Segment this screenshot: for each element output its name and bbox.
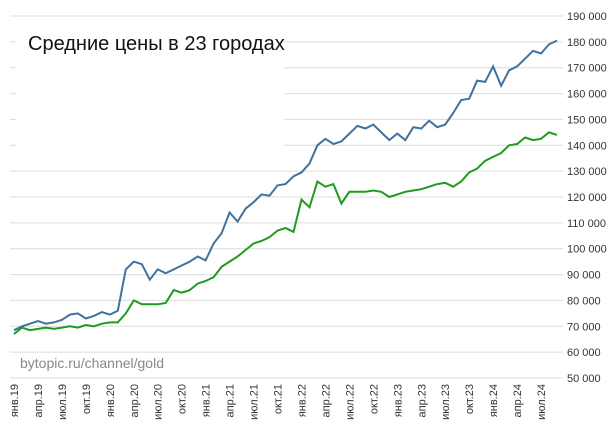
x-tick-label: янв.23 bbox=[392, 384, 404, 417]
x-tick-label: апр.23 bbox=[416, 384, 428, 417]
x-tick-label: окт.19 bbox=[81, 384, 93, 414]
watermark: bytopic.ru/channel/gold bbox=[20, 355, 164, 371]
x-tick-label: июл.23 bbox=[440, 384, 452, 420]
y-tick-label: 170 000 bbox=[567, 63, 607, 75]
x-tick-label: июл.22 bbox=[344, 384, 356, 420]
x-tick-label: янв.24 bbox=[488, 384, 500, 417]
chart-title: Средние цены в 23 городах bbox=[28, 33, 285, 55]
y-tick-label: 110 000 bbox=[567, 218, 606, 230]
y-tick-label: 80 000 bbox=[567, 295, 601, 307]
y-tick-label: 70 000 bbox=[567, 321, 601, 333]
x-tick-label: июл.21 bbox=[249, 384, 261, 420]
x-tick-label: янв.20 bbox=[105, 384, 117, 417]
y-tick-label: 140 000 bbox=[567, 140, 607, 152]
x-tick-label: июл.20 bbox=[153, 384, 165, 420]
y-tick-label: 120 000 bbox=[567, 192, 607, 204]
x-tick-label: окт.20 bbox=[177, 384, 189, 414]
y-tick-label: 50 000 bbox=[567, 373, 601, 385]
x-tick-label: апр.21 bbox=[225, 384, 237, 417]
x-tick-label: июл.24 bbox=[536, 384, 548, 420]
x-tick-label: окт.21 bbox=[273, 384, 285, 414]
y-tick-label: 100 000 bbox=[567, 244, 607, 256]
x-tick-label: июл.19 bbox=[57, 384, 69, 420]
x-tick-label: янв.22 bbox=[296, 384, 308, 417]
x-tick-label: апр.20 bbox=[129, 384, 141, 417]
series-line bbox=[13, 39, 558, 332]
y-tick-label: 60 000 bbox=[567, 347, 601, 359]
x-tick-label: окт.22 bbox=[368, 384, 380, 414]
x-tick-label: апр.24 bbox=[512, 384, 524, 417]
x-tick-label: окт.23 bbox=[464, 384, 476, 414]
x-tick-label: апр.19 bbox=[33, 384, 45, 417]
x-tick-label: апр.22 bbox=[320, 384, 332, 417]
y-tick-label: 90 000 bbox=[567, 270, 601, 282]
y-tick-label: 130 000 bbox=[567, 166, 607, 178]
x-tick-label: янв.19 bbox=[9, 384, 21, 417]
x-tick-label: янв.21 bbox=[201, 384, 213, 417]
legend-box bbox=[16, 22, 284, 146]
y-tick-label: 150 000 bbox=[567, 114, 607, 126]
y-tick-label: 160 000 bbox=[567, 89, 607, 101]
y-tick-label: 180 000 bbox=[567, 37, 607, 49]
series-line bbox=[13, 131, 558, 335]
y-tick-label: 190 000 bbox=[567, 11, 607, 23]
